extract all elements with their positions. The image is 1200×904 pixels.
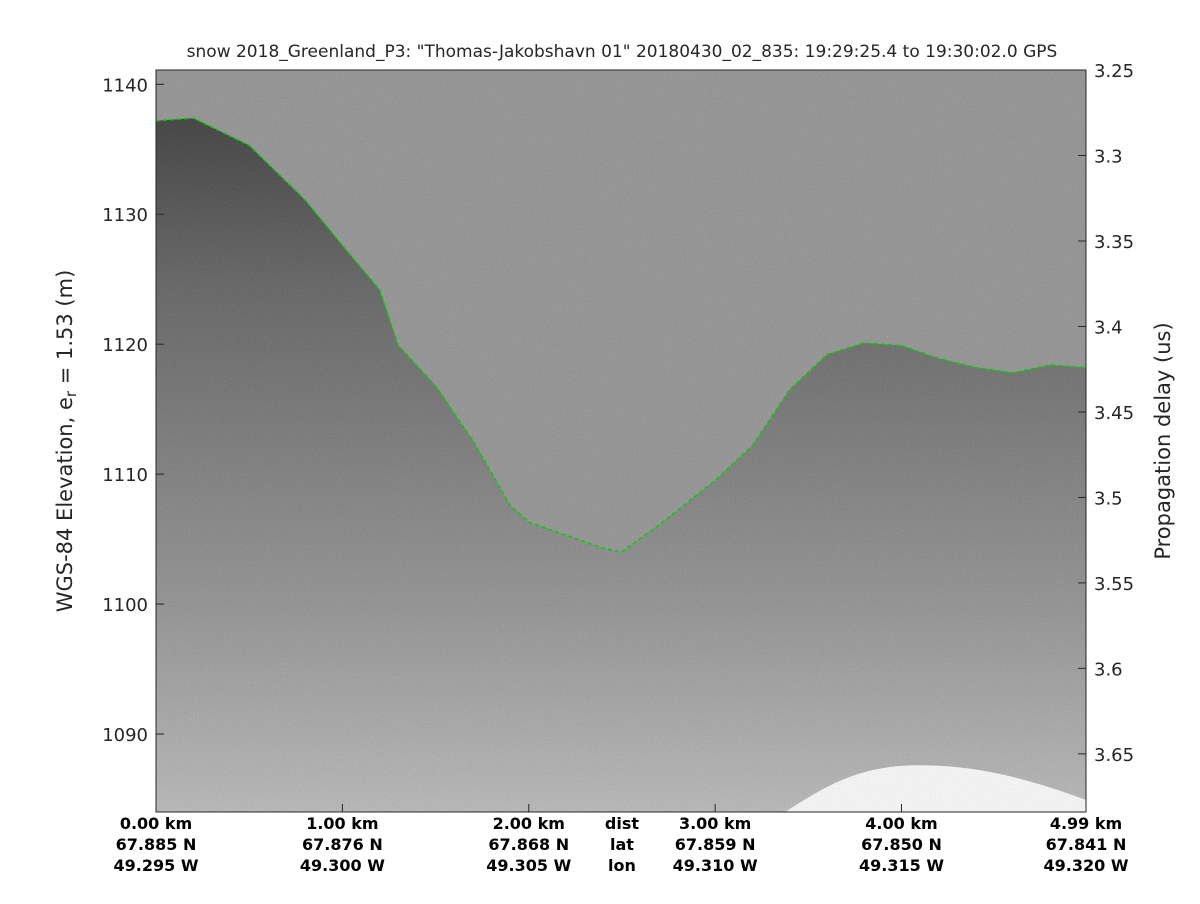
y2-tick-label: 3.35 xyxy=(1094,232,1134,253)
lon-label: 49.315 W xyxy=(859,856,944,875)
y-tick-label: 1090 xyxy=(102,725,148,746)
lat-label: 67.885 N xyxy=(116,835,197,854)
lon-label: 49.310 W xyxy=(673,856,758,875)
plot-frame xyxy=(155,69,1087,813)
lat-label: 67.868 N xyxy=(488,835,569,854)
lat-label: 67.841 N xyxy=(1046,835,1127,854)
x-tick-label: 4.99 km xyxy=(1050,814,1122,833)
lat-label: 67.859 N xyxy=(675,835,756,854)
y-label-suffix: = 1.53 (m) xyxy=(53,270,77,391)
row-label: lon xyxy=(608,856,636,875)
y2-tick-label: 3.3 xyxy=(1094,146,1123,167)
lat-label: 67.876 N xyxy=(302,835,383,854)
y-tick-label: 1130 xyxy=(102,205,148,226)
y2-tick-label: 3.25 xyxy=(1094,61,1134,82)
lon-label: 49.300 W xyxy=(300,856,385,875)
x-tick-label: 4.00 km xyxy=(865,814,937,833)
lon-label: 49.295 W xyxy=(114,856,199,875)
y2-tick-label: 3.6 xyxy=(1094,659,1123,680)
y-label-subscript: r xyxy=(62,390,80,397)
x-tick-label: 2.00 km xyxy=(493,814,565,833)
chart-title: snow 2018_Greenland_P3: "Thomas-Jakobsha… xyxy=(187,42,1058,62)
x-tick-label: 1.00 km xyxy=(306,814,378,833)
lat-label: 67.850 N xyxy=(861,835,942,854)
y2-axis-label: Propagation delay (us) xyxy=(1151,322,1175,559)
y2-tick-label: 3.5 xyxy=(1094,488,1123,509)
y-axis-label: WGS-84 Elevation, er = 1.53 (m) xyxy=(53,270,80,613)
y2-tick-label: 3.55 xyxy=(1094,574,1134,595)
lon-label: 49.305 W xyxy=(486,856,571,875)
y2-tick-label: 3.4 xyxy=(1094,317,1123,338)
y-tick-label: 1100 xyxy=(102,595,148,616)
row-label: dist xyxy=(605,814,639,833)
y2-tick-label: 3.45 xyxy=(1094,403,1134,424)
y-tick-label: 1120 xyxy=(102,335,148,356)
y-label-text: WGS-84 Elevation, e xyxy=(53,397,77,612)
surface-line xyxy=(156,117,1086,553)
y2-tick-label: 3.65 xyxy=(1094,745,1134,766)
x-tick-label: 3.00 km xyxy=(679,814,751,833)
x-tick-label: 0.00 km xyxy=(120,814,192,833)
y-tick-label: 1110 xyxy=(102,465,148,486)
echogram xyxy=(156,70,1086,812)
y-tick-label: 1140 xyxy=(102,75,148,96)
row-label: lat xyxy=(610,835,634,854)
speckle xyxy=(156,70,1086,812)
lon-label: 49.320 W xyxy=(1044,856,1129,875)
